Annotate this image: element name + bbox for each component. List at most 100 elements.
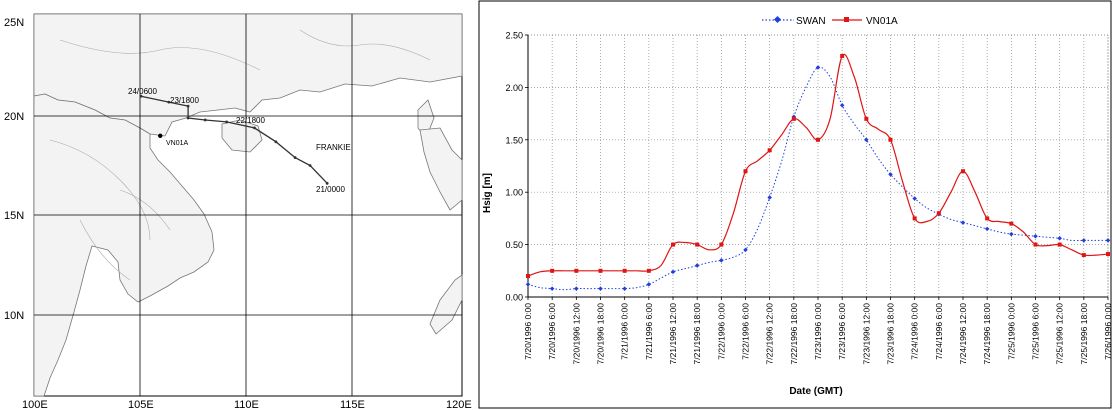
lon-label-110: 110E: [234, 399, 259, 410]
series-vn01a-point: [622, 268, 627, 273]
y-tick-label: 2.50: [505, 31, 523, 41]
x-tick-label: 7/25/1996 12:00: [1055, 303, 1065, 365]
x-tick-label: 7/20/1996 12:00: [571, 303, 581, 365]
series-vn01a-point: [791, 116, 796, 121]
lon-label-120: 120E: [446, 399, 472, 410]
x-tick-label: 7/22/1996 0:00: [716, 303, 726, 360]
map-graticule: [34, 14, 462, 396]
lat-label-20: 20N: [4, 111, 24, 123]
x-tick-label: 7/22/1996 12:00: [765, 303, 775, 365]
series-swan-point: [888, 172, 893, 177]
x-tick-label: 7/20/1996 0:00: [523, 303, 533, 360]
x-tick-label: 7/25/1996 6:00: [1031, 303, 1041, 360]
track-label-24-0600: 24/0600: [128, 87, 157, 96]
x-tick-label: 7/21/1996 0:00: [620, 303, 630, 360]
series-vn01a-point: [1081, 253, 1086, 258]
x-tick-label: 7/26/1996 0:00: [1103, 303, 1113, 360]
storm-track-point: [225, 120, 229, 124]
series-swan-point: [598, 286, 603, 291]
lat-label-10: 10N: [4, 310, 24, 322]
series-vn01a-point: [574, 268, 579, 273]
storm-track-point: [139, 94, 143, 98]
storm-name-label: FRANKIE: [316, 143, 351, 152]
typhoon-track-map: 25N 20N 15N 10N 100E 105E 110E 115E 120E…: [4, 13, 472, 410]
series-vn01a-point: [743, 169, 748, 174]
x-tick-label: 7/21/1996 6:00: [644, 303, 654, 360]
series-vn01a-point: [840, 53, 845, 58]
coastline-layer: [33, 13, 463, 397]
y-tick-label: 0.00: [505, 293, 523, 303]
series-vn01a-point: [888, 137, 893, 142]
series-vn01a-point: [767, 148, 772, 153]
series-vn01a-point: [864, 116, 869, 121]
legend-swan-label: SWAN: [796, 16, 826, 27]
series-vn01a-point: [912, 216, 917, 221]
series-vn01a-point: [646, 268, 651, 273]
storm-track-point: [325, 181, 329, 185]
x-tick-label: 7/23/1996 12:00: [861, 303, 871, 365]
x-tick-label: 7/22/1996 18:00: [789, 303, 799, 365]
legend-swan-marker: [773, 15, 782, 24]
series-swan-point: [1105, 238, 1111, 243]
lon-label-105: 105E: [128, 399, 154, 410]
border-lines: [49, 29, 431, 281]
x-tick-label: 7/20/1996 6:00: [547, 303, 557, 360]
series-vn01a-point: [1106, 252, 1110, 257]
x-tick-label: 7/23/1996 0:00: [813, 303, 823, 360]
series-vn01a-point: [1057, 242, 1062, 247]
series-vn01a-point: [526, 274, 530, 279]
x-tick-label: 7/24/1996 0:00: [910, 303, 920, 360]
series-swan-point: [525, 282, 531, 287]
lon-label-100: 100E: [22, 399, 48, 410]
series-vn01a-point: [671, 242, 675, 247]
x-tick-label: 7/21/1996 12:00: [668, 303, 678, 365]
y-tick-label: 2.00: [505, 83, 523, 93]
series-swan-point: [574, 286, 579, 291]
series-vn01a-point: [1009, 221, 1014, 226]
y-tick-label: 0.50: [505, 240, 523, 250]
track-label-21-0000: 21/0000: [316, 185, 345, 194]
storm-track-point: [308, 164, 312, 167]
legend: SWAN VN01A: [762, 15, 898, 27]
lat-label-15: 15N: [4, 210, 24, 222]
series-vn01a-point: [1033, 242, 1038, 247]
series-vn01a-point: [719, 242, 724, 247]
chart-axes: 0.00 0.50 1.00 1.50 2.00 2.50 7/20/1996 0:00 7/…: [505, 31, 1113, 365]
series-swan-point: [1057, 236, 1062, 241]
lat-label-25: 25N: [4, 17, 24, 29]
series-swan-point: [815, 65, 821, 70]
storm-track-point: [167, 100, 171, 104]
series-swan-point: [1033, 233, 1038, 239]
series-vn01a-point: [816, 137, 820, 142]
y-tick-label: 1.50: [505, 135, 523, 145]
lon-label-115: 115E: [340, 399, 365, 410]
station-label: VN01A: [166, 140, 189, 147]
x-tick-label: 7/20/1996 18:00: [596, 303, 606, 365]
x-tick-label: 7/23/1996 6:00: [837, 303, 847, 360]
series-swan-point: [670, 269, 676, 275]
x-tick-label: 7/24/1996 6:00: [934, 303, 944, 360]
x-tick-label: 7/25/1996 0:00: [1006, 303, 1016, 360]
storm-track-point: [253, 126, 256, 130]
series-vn01a-point: [961, 169, 965, 174]
legend-vn01a-marker: [844, 17, 849, 22]
track-label-23-1800: 23/1800: [170, 96, 199, 105]
x-tick-label: 7/24/1996 12:00: [958, 303, 968, 365]
storm-track-point: [186, 104, 190, 108]
y-tick-label: 1.00: [505, 188, 523, 198]
x-tick-label: 7/23/1996 18:00: [886, 303, 896, 365]
storm-track-point: [186, 116, 190, 120]
series-vn01a-point: [695, 242, 700, 247]
y-axis-title: Hsig [m]: [482, 173, 493, 213]
series-vn01a-point: [985, 216, 990, 221]
series-vn01a-point: [598, 268, 603, 273]
x-axis-title: Date (GMT): [789, 386, 842, 397]
chart-frame: [478, 0, 1112, 409]
storm-track-point: [203, 118, 207, 122]
storm-track: [139, 94, 329, 185]
track-label-22-1800: 22/1800: [236, 116, 265, 125]
series-vn01a-point: [550, 268, 555, 273]
storm-track-point: [274, 140, 278, 144]
x-tick-label: 7/21/1996 18:00: [692, 303, 702, 365]
series-vn01a-point: [936, 211, 941, 216]
